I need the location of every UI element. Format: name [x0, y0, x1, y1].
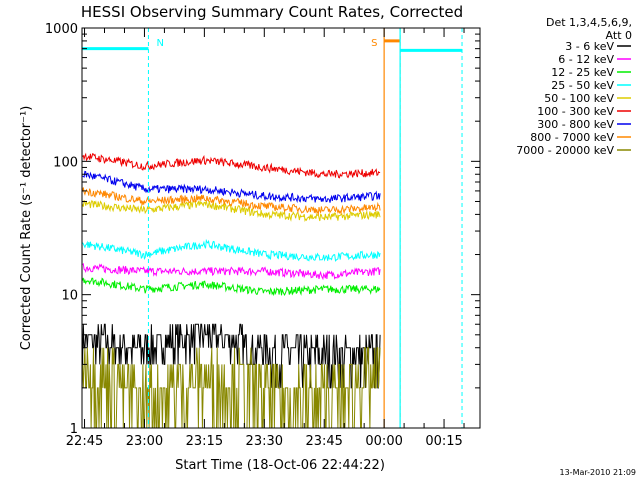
x-tick-label-4: 23:45	[305, 434, 342, 449]
series-line-4	[82, 199, 381, 222]
x-tick-label-3: 23:30	[246, 434, 283, 449]
legend-entry-label-8: 7000 - 20000 keV	[516, 144, 614, 157]
chart-title: HESSI Observing Summary Count Rates, Cor…	[81, 3, 463, 21]
series-line-1	[82, 262, 381, 281]
x-axis-label: Start Time (18-Oct-06 22:44:22)	[175, 458, 385, 473]
annotation-label-0: N	[156, 38, 163, 49]
annotation-label-1: S	[371, 38, 377, 49]
legend-entry-label-2: 12 - 25 keV	[551, 66, 614, 79]
x-tick-label-6: 00:15	[425, 434, 462, 449]
x-tick-label-5: 00:00	[365, 434, 402, 449]
x-tick-label-1: 23:00	[126, 434, 163, 449]
y-tick-label-2: 100	[53, 155, 78, 170]
y-tick-label-1: 10	[61, 289, 78, 304]
legend-entry-label-0: 3 - 6 keV	[565, 40, 614, 53]
legend-entry-label-5: 100 - 300 keV	[537, 105, 614, 118]
series-line-2	[82, 277, 381, 297]
legend-title-line-1: Det 1,3,4,5,6,9,	[546, 16, 632, 29]
series-line-6	[82, 170, 381, 204]
legend-title-line-2: Att 0	[606, 29, 632, 42]
y-axis-label: Corrected Count Rate (s⁻¹ detector⁻¹)	[19, 106, 34, 351]
legend-entry-label-6: 300 - 800 keV	[537, 118, 614, 131]
footer-date: 13-Mar-2010 21:09	[560, 468, 637, 477]
x-tick-label-2: 23:15	[186, 434, 223, 449]
series-line-0	[82, 323, 381, 389]
axis-layer: 1 10 100 1000 22:45 23:00 23:15 23:30 23:45 00:00…	[45, 22, 481, 449]
legend-entry-label-3: 25 - 50 keV	[551, 79, 614, 92]
plot-frame	[81, 27, 481, 429]
series-line-7	[82, 187, 381, 216]
y-tick-label-3: 1000	[45, 22, 78, 37]
legend-entry-label-1: 6 - 12 keV	[558, 53, 614, 66]
series-line-5	[82, 152, 381, 179]
x-tick-label-0: 22:45	[66, 434, 103, 449]
y-tick-label-0: 1	[70, 422, 78, 437]
legend-entry-label-4: 50 - 100 keV	[544, 92, 614, 105]
legend-entry-label-7: 800 - 7000 keV	[530, 131, 614, 144]
series-line-3	[82, 238, 381, 262]
